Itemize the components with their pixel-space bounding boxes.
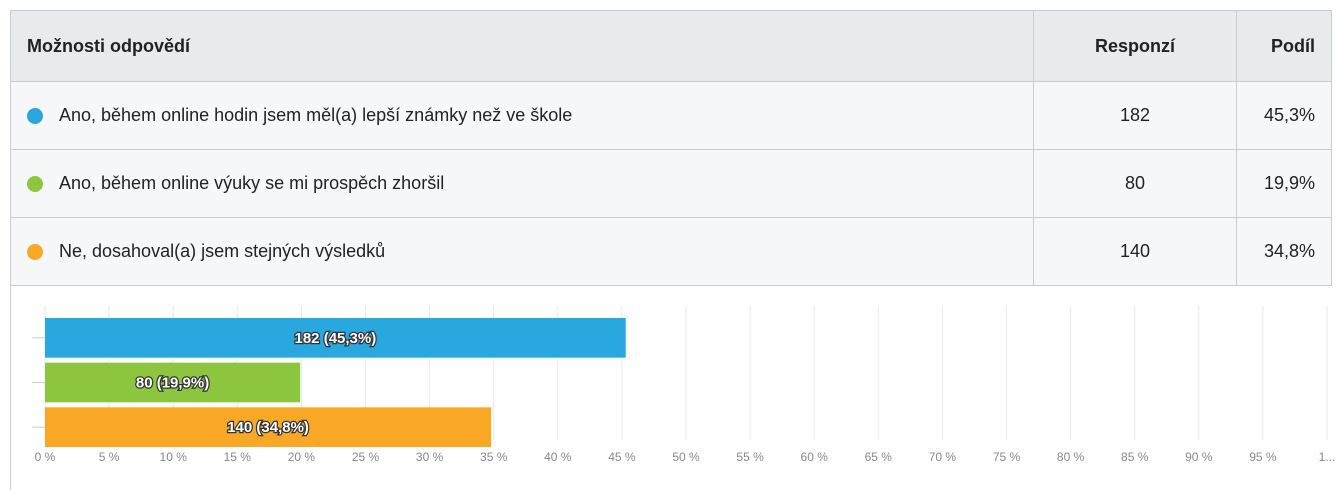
bar	[45, 362, 301, 403]
x-tick-label: 75 %	[993, 450, 1021, 464]
share: 19,9%	[1236, 149, 1332, 218]
legend-dot	[27, 176, 43, 193]
header-row: Možnosti odpovědí Responzí Podíl	[10, 10, 1332, 82]
responses: 182	[1033, 81, 1237, 150]
x-tick-label: 35 %	[480, 450, 508, 464]
x-tick-label: 0 %	[35, 450, 56, 464]
share: 45,3%	[1236, 81, 1332, 150]
header-cell: Podíl	[1236, 10, 1332, 82]
header-cell: Možnosti odpovědí	[10, 10, 1034, 82]
x-tick-label: 65 %	[865, 450, 893, 464]
row: Ne, dosahoval(a) jsem stejných výsledků …	[10, 217, 1332, 286]
header-cell: Responzí	[1033, 10, 1237, 82]
x-tick-label: 15 %	[224, 450, 252, 464]
chart: 0 % 5 % 10 % 15 % 20 % 25 % 30 % 35 % 40 % 45 % 50…	[10, 286, 1336, 490]
answer: Ne, dosahoval(a) jsem stejných výsledků	[59, 241, 386, 261]
answer-cell: Ano, během online výuky se mi prospěch z…	[10, 149, 1034, 218]
value-label: 80 (19,9%)	[136, 374, 209, 391]
answer-cell: Ano, během online hodin jsem měl(a) lepš…	[10, 81, 1034, 150]
x-tick-label: 10 %	[160, 450, 188, 464]
legend-dot	[27, 108, 43, 125]
x-tick-label: 45 %	[608, 450, 636, 464]
row: Ano, během online výuky se mi prospěch z…	[10, 149, 1332, 218]
answer: Ano, během online hodin jsem měl(a) lepš…	[59, 105, 573, 125]
value-label: 140 (34,8%)	[227, 419, 309, 436]
answer: Ano, během online výuky se mi prospěch z…	[59, 173, 445, 193]
answer-cell: Ne, dosahoval(a) jsem stejných výsledků	[10, 217, 1034, 286]
x-tick-label: 55 %	[736, 450, 764, 464]
responses: 140	[1033, 217, 1237, 286]
bar	[45, 318, 626, 358]
row: Ano, během online hodin jsem měl(a) lepš…	[10, 81, 1332, 150]
value-label: 182 (45,3%)	[295, 330, 377, 347]
x-tick-label: 95 %	[1249, 450, 1277, 464]
x-tick-label: 1...	[1319, 450, 1336, 464]
x-tick-label: 90 %	[1185, 450, 1213, 464]
x-tick-label: 30 %	[416, 450, 444, 464]
bar	[45, 407, 492, 447]
x-tick-label: 80 %	[1057, 450, 1085, 464]
legend-dot	[27, 244, 43, 261]
results-table: Možnosti odpovědí Responzí Podíl Ano, bě…	[10, 10, 1332, 286]
x-tick-label: 25 %	[352, 450, 380, 464]
x-tick-label: 50 %	[672, 450, 700, 464]
responses: 80	[1033, 149, 1237, 218]
x-tick-label: 40 %	[544, 450, 572, 464]
results: Možnosti odpovědí Responzí Podíl Ano, bě…	[10, 10, 1332, 286]
x-tick-label: 85 %	[1121, 450, 1149, 464]
share: 34,8%	[1236, 217, 1332, 286]
x-tick-label: 20 %	[288, 450, 316, 464]
x-tick-label: 60 %	[801, 450, 829, 464]
x-tick-label: 70 %	[929, 450, 957, 464]
x-tick-label: 5 %	[99, 450, 120, 464]
